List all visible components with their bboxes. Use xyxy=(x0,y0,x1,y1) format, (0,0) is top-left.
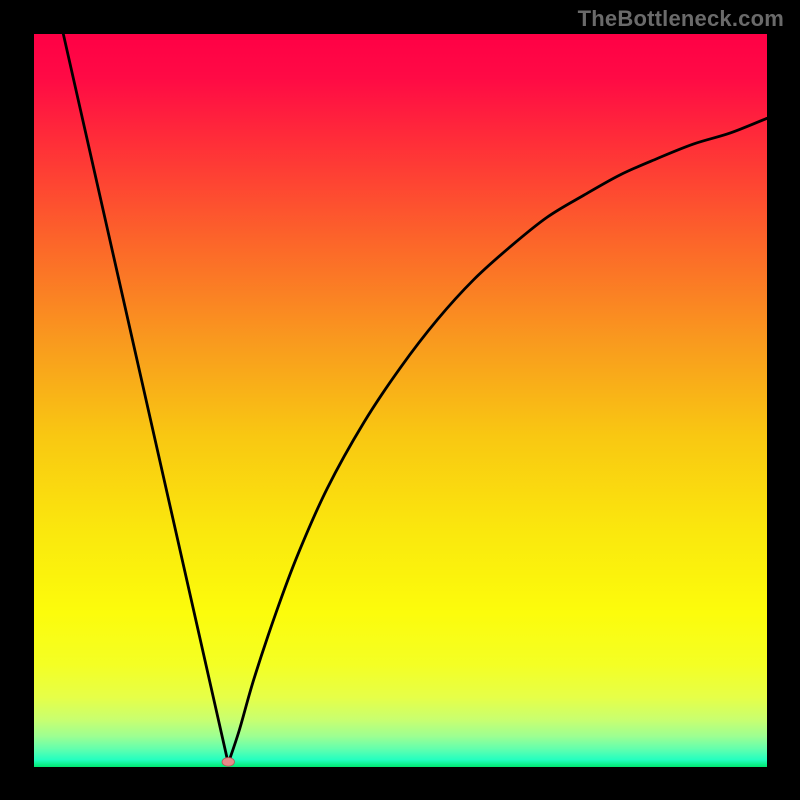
optimum-marker xyxy=(222,758,234,767)
plot-background xyxy=(34,34,767,767)
chart-stage: TheBottleneck.com xyxy=(0,0,800,800)
bottleneck-chart xyxy=(0,0,800,800)
watermark-text: TheBottleneck.com xyxy=(578,6,784,32)
